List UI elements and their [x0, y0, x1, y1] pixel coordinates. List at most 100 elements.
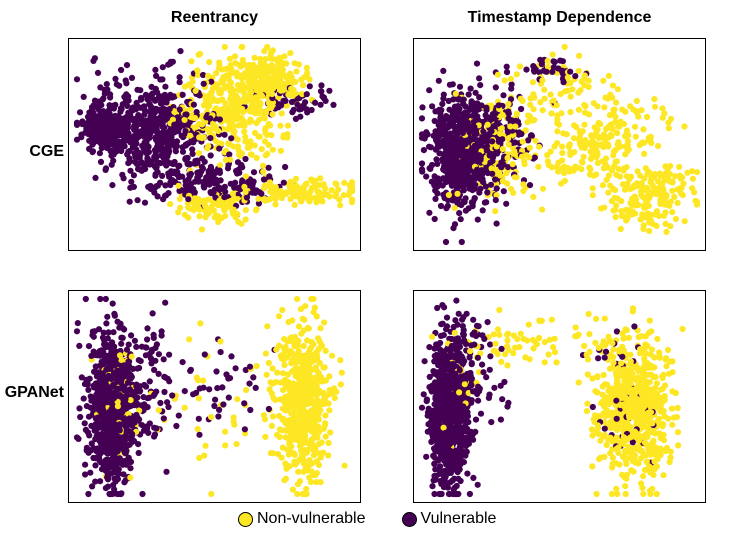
point-non-vulnerable: [297, 443, 304, 450]
point-non-vulnerable: [338, 369, 345, 376]
point-vulnerable: [117, 320, 124, 327]
point-non-vulnerable: [341, 179, 348, 186]
point-non-vulnerable: [553, 359, 560, 366]
point-non-vulnerable: [589, 153, 596, 160]
point-non-vulnerable: [185, 204, 192, 211]
point-vulnerable: [111, 469, 118, 476]
point-vulnerable: [126, 415, 133, 422]
point-non-vulnerable: [490, 331, 497, 338]
point-vulnerable: [189, 146, 196, 153]
point-non-vulnerable: [265, 196, 272, 203]
point-non-vulnerable: [539, 185, 547, 192]
point-non-vulnerable: [234, 72, 241, 79]
point-non-vulnerable: [253, 154, 260, 161]
point-non-vulnerable: [589, 185, 596, 192]
point-non-vulnerable: [646, 219, 653, 226]
point-non-vulnerable: [316, 196, 323, 203]
point-vulnerable: [144, 395, 151, 402]
point-vulnerable: [88, 440, 95, 447]
point-vulnerable: [452, 145, 459, 152]
point-vulnerable: [128, 178, 135, 185]
point-vulnerable: [476, 94, 483, 101]
point-vulnerable: [146, 378, 153, 385]
point-non-vulnerable: [579, 159, 586, 166]
point-vulnerable: [258, 190, 265, 197]
point-non-vulnerable: [581, 82, 588, 89]
point-vulnerable: [119, 334, 126, 341]
point-vulnerable: [149, 90, 156, 97]
point-vulnerable: [96, 150, 103, 157]
point-non-vulnerable: [659, 114, 666, 121]
point-non-vulnerable: [293, 68, 300, 75]
point-non-vulnerable: [265, 359, 272, 367]
point-vulnerable: [73, 328, 81, 335]
point-vulnerable: [214, 385, 221, 392]
point-non-vulnerable: [313, 366, 320, 373]
point-non-vulnerable: [204, 209, 211, 216]
point-vulnerable: [103, 113, 110, 120]
point-vulnerable: [154, 193, 161, 200]
point-non-vulnerable: [613, 99, 620, 106]
point-non-vulnerable: [217, 140, 224, 147]
point-vulnerable: [105, 414, 113, 421]
point-non-vulnerable: [512, 123, 519, 130]
point-vulnerable: [139, 490, 146, 498]
point-vulnerable: [168, 179, 175, 186]
point-non-vulnerable: [136, 407, 143, 414]
point-vulnerable: [484, 319, 491, 326]
point-vulnerable: [164, 95, 171, 102]
point-non-vulnerable: [547, 148, 554, 155]
point-non-vulnerable: [295, 348, 302, 355]
point-vulnerable: [116, 412, 123, 419]
point-vulnerable: [135, 441, 142, 448]
point-vulnerable: [148, 360, 155, 367]
point-non-vulnerable: [217, 90, 224, 97]
point-non-vulnerable: [527, 95, 534, 102]
point-non-vulnerable: [298, 330, 305, 337]
point-vulnerable: [159, 99, 166, 106]
point-vulnerable: [213, 368, 220, 375]
point-vulnerable: [141, 199, 149, 206]
point-non-vulnerable: [632, 202, 640, 209]
point-vulnerable: [93, 391, 100, 398]
point-vulnerable: [144, 336, 151, 343]
point-non-vulnerable: [230, 87, 237, 94]
point-vulnerable: [122, 368, 130, 375]
point-non-vulnerable: [659, 105, 666, 112]
point-non-vulnerable: [128, 353, 135, 360]
point-vulnerable: [176, 74, 183, 81]
point-vulnerable: [93, 103, 100, 110]
point-non-vulnerable: [269, 111, 276, 118]
point-non-vulnerable: [195, 395, 202, 402]
point-non-vulnerable: [578, 144, 585, 151]
point-vulnerable: [82, 461, 89, 468]
point-non-vulnerable: [278, 454, 285, 461]
point-non-vulnerable: [571, 149, 578, 156]
point-vulnerable: [159, 129, 166, 136]
point-vulnerable: [144, 423, 151, 430]
point-non-vulnerable: [277, 58, 284, 65]
point-non-vulnerable: [617, 173, 624, 180]
point-non-vulnerable: [669, 421, 676, 428]
point-non-vulnerable: [587, 148, 594, 155]
point-non-vulnerable: [559, 149, 566, 157]
point-vulnerable: [130, 172, 137, 179]
point-non-vulnerable: [609, 167, 616, 174]
point-non-vulnerable: [299, 315, 306, 322]
point-non-vulnerable: [322, 412, 329, 419]
point-vulnerable: [123, 457, 130, 464]
point-vulnerable: [90, 333, 97, 340]
point-non-vulnerable: [263, 371, 270, 378]
point-vulnerable: [121, 479, 128, 486]
point-non-vulnerable: [594, 159, 601, 167]
point-vulnerable: [474, 166, 481, 173]
point-vulnerable: [462, 148, 470, 155]
point-non-vulnerable: [656, 170, 663, 178]
point-vulnerable: [99, 403, 106, 410]
point-non-vulnerable: [452, 90, 459, 97]
point-non-vulnerable: [181, 404, 188, 411]
point-non-vulnerable: [281, 399, 288, 406]
point-non-vulnerable: [655, 142, 662, 150]
point-non-vulnerable: [301, 408, 308, 415]
point-non-vulnerable: [454, 190, 461, 197]
